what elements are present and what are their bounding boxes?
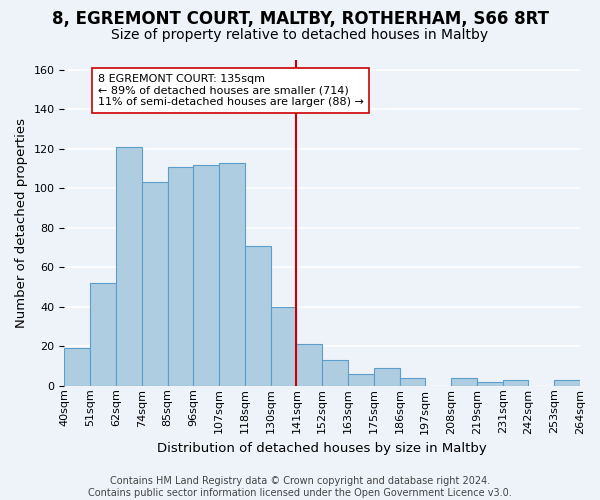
Bar: [167, 166, 193, 386]
X-axis label: Distribution of detached houses by size in Maltby: Distribution of detached houses by size …: [157, 442, 487, 455]
Text: Contains HM Land Registry data © Crown copyright and database right 2024.
Contai: Contains HM Land Registry data © Crown c…: [88, 476, 512, 498]
Y-axis label: Number of detached properties: Number of detached properties: [15, 118, 28, 328]
Bar: [90, 283, 116, 386]
Text: 8 EGREMONT COURT: 135sqm
← 89% of detached houses are smaller (714)
11% of semi-: 8 EGREMONT COURT: 135sqm ← 89% of detach…: [98, 74, 364, 107]
Bar: [142, 182, 167, 386]
Bar: [554, 380, 580, 386]
Bar: [451, 378, 477, 386]
Bar: [296, 344, 322, 386]
Text: Size of property relative to detached houses in Maltby: Size of property relative to detached ho…: [112, 28, 488, 42]
Bar: [400, 378, 425, 386]
Bar: [193, 164, 219, 386]
Bar: [245, 246, 271, 386]
Bar: [348, 374, 374, 386]
Bar: [64, 348, 90, 386]
Bar: [271, 307, 296, 386]
Bar: [374, 368, 400, 386]
Bar: [477, 382, 503, 386]
Bar: [219, 162, 245, 386]
Text: 8, EGREMONT COURT, MALTBY, ROTHERHAM, S66 8RT: 8, EGREMONT COURT, MALTBY, ROTHERHAM, S6…: [52, 10, 548, 28]
Bar: [322, 360, 348, 386]
Bar: [503, 380, 529, 386]
Bar: [116, 147, 142, 386]
